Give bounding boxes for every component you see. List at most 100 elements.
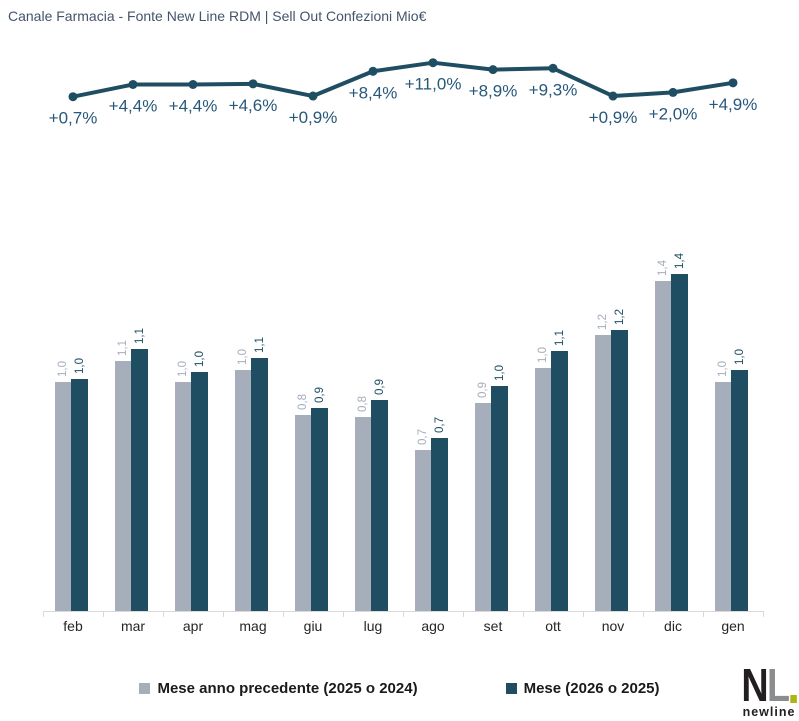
current-year-bar-lug <box>371 400 388 612</box>
line-point-mar <box>128 79 138 89</box>
x-axis-tick <box>343 612 344 617</box>
bar-value-label-mar: 1,1 <box>133 328 146 344</box>
growth-line <box>72 60 734 99</box>
logo-monogram: N L <box>741 662 797 708</box>
line-point-gen <box>728 78 738 88</box>
line-point-set <box>488 65 498 75</box>
bar-group-nov: 1,2 1,2 <box>583 250 643 612</box>
bar-value-label-nov: 1,2 <box>597 314 609 330</box>
logo-accent-square <box>790 695 797 703</box>
previous-year-bar-set <box>475 403 491 612</box>
bar-value-label-apr: 1,0 <box>177 361 189 377</box>
current-year-bar-ago <box>431 438 448 612</box>
current-year-bar-feb <box>71 379 88 612</box>
current-year-bar-dic <box>671 274 688 612</box>
previous-year-bar-ott <box>535 368 551 612</box>
line-point-nov <box>608 91 618 101</box>
current-year-bar-gen <box>731 370 748 612</box>
chart-title: Canale Farmacia - Fonte New Line RDM | S… <box>8 8 427 24</box>
x-axis-tick <box>103 612 104 617</box>
x-axis-tick <box>643 612 644 617</box>
line-data-label-ott: +9,3% <box>529 80 578 99</box>
bar-value-label-gen: 1,0 <box>717 361 729 377</box>
previous-year-bar-giu <box>295 415 311 612</box>
line-data-label-mar: +4,4% <box>109 96 158 115</box>
newline-logo: N L newline <box>741 662 797 719</box>
x-axis-label-nov: nov <box>601 618 625 634</box>
line-point-feb <box>68 92 78 102</box>
bar-group-lug: 0,8 0,9 <box>343 250 403 612</box>
x-axis-tick <box>703 612 704 617</box>
bar-group-set: 0,9 1,0 <box>463 250 523 612</box>
line-point-lug <box>368 66 378 76</box>
bar-value-label-gen: 1,0 <box>733 349 746 365</box>
bar-value-label-nov: 1,2 <box>613 309 626 325</box>
bar-group-mag: 1,0 1,1 <box>223 250 283 612</box>
x-axis-tick <box>583 612 584 617</box>
x-axis-tick <box>43 612 44 617</box>
line-data-label-apr: +4,4% <box>169 96 218 115</box>
bar-value-label-lug: 0,9 <box>373 379 386 395</box>
bar-value-label-dic: 1,4 <box>673 253 686 269</box>
logo-wordmark: newline <box>742 705 796 719</box>
line-point-giu <box>308 91 318 101</box>
bar-group-giu: 0,8 0,9 <box>283 250 343 612</box>
line-data-label-feb: +0,7% <box>49 109 98 128</box>
legend: Mese anno precedente (2025 o 2024) Mese … <box>0 680 799 697</box>
current-year-bar-set <box>491 386 508 612</box>
line-point-apr <box>188 79 198 89</box>
x-axis <box>43 611 764 618</box>
line-point-dic <box>668 87 678 97</box>
x-axis-label-gen: gen <box>721 618 745 634</box>
previous-year-bar-feb <box>55 382 71 612</box>
bar-value-label-ago: 0,7 <box>433 417 446 433</box>
bar-group-feb: 1,0 1,0 <box>43 250 103 612</box>
bar-value-label-set: 0,9 <box>477 382 489 398</box>
legend-label-previous-year: Mese anno precedente (2025 o 2024) <box>157 680 418 697</box>
previous-year-bar-apr <box>175 382 191 612</box>
current-year-bar-giu <box>311 408 328 612</box>
bar-group-dic: 1,4 1,4 <box>643 250 703 612</box>
bar-value-label-mag: 1,1 <box>253 337 266 353</box>
current-year-bar-nov <box>611 330 628 612</box>
bar-value-label-apr: 1,0 <box>193 351 206 367</box>
x-axis-label-feb: feb <box>63 618 83 634</box>
line-point-ott <box>548 63 558 73</box>
bar-value-label-giu: 0,9 <box>313 387 326 403</box>
bar-value-label-lug: 0,8 <box>357 396 369 412</box>
bar-group-gen: 1,0 1,0 <box>703 250 763 612</box>
current-year-bar-mar <box>131 349 148 612</box>
bar-value-label-set: 1,0 <box>493 365 506 381</box>
bar-value-label-giu: 0,8 <box>297 394 309 410</box>
x-axis-tick <box>763 612 764 617</box>
previous-year-bar-nov <box>595 335 611 612</box>
bar-value-label-feb: 1,0 <box>57 361 69 377</box>
line-data-label-mag: +4,6% <box>229 96 278 115</box>
line-data-label-gen: +4,9% <box>709 95 758 114</box>
x-axis-tick <box>283 612 284 617</box>
x-axis-label-ott: ott <box>545 618 561 634</box>
bar-group-ago: 0,7 0,7 <box>403 250 463 612</box>
previous-year-bar-gen <box>715 382 731 612</box>
bar-group-apr: 1,0 1,0 <box>163 250 223 612</box>
previous-year-bar-mag <box>235 370 251 612</box>
bar-value-label-dic: 1,4 <box>657 260 669 276</box>
x-axis-tick <box>403 612 404 617</box>
bar-chart-plot: 1,0 1,0 1,1 1,1 1,0 1,0 1,0 1,1 0,8 0,9 0,8 0,9 0,7 0… <box>43 250 763 612</box>
x-axis-labels: feb mar apr mag giu lug ago set ott nov dic gen <box>43 618 763 638</box>
previous-year-bar-lug <box>355 417 371 612</box>
line-data-label-ago: +11,0% <box>405 75 462 94</box>
legend-swatch-previous-year <box>139 683 151 694</box>
bar-value-label-ott: 1,0 <box>537 347 549 363</box>
legend-swatch-current-year <box>505 683 517 694</box>
bar-value-label-ago: 0,7 <box>417 429 429 445</box>
x-axis-tick <box>463 612 464 617</box>
current-year-bar-apr <box>191 372 208 612</box>
x-axis-tick <box>163 612 164 617</box>
x-axis-label-lug: lug <box>363 618 383 634</box>
previous-year-bar-ago <box>415 450 431 612</box>
line-data-label-giu: +0,9% <box>289 108 338 127</box>
legend-item-current-year: Mese (2026 o 2025) <box>505 680 660 697</box>
bar-value-label-feb: 1,0 <box>73 358 86 374</box>
line-point-ago <box>428 58 438 68</box>
